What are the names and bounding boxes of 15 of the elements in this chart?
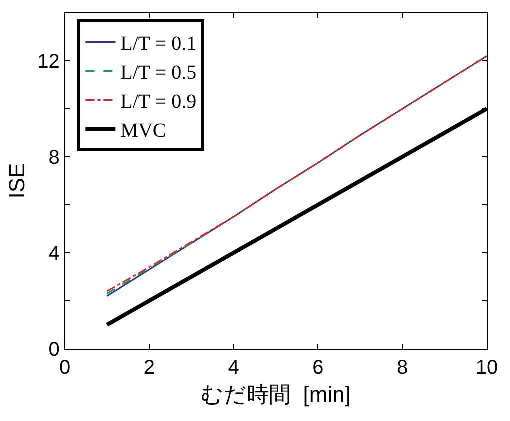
y-tick-label: 4 (48, 243, 60, 265)
legend-label: L/T = 0.5 (120, 62, 197, 84)
legend-label: MVC (120, 120, 166, 142)
x-tick-label: 2 (144, 357, 155, 380)
legend-label: L/T = 0.1 (120, 33, 197, 56)
x-tick-label: 4 (228, 357, 240, 380)
y-axis-title: ISE (4, 163, 30, 199)
legend-label: L/T = 0.9 (120, 91, 197, 114)
y-tick-label: 8 (48, 147, 60, 169)
x-tick-label: 6 (312, 357, 324, 380)
x-tick-label: 10 (476, 357, 498, 380)
x-axis-title: むだ時間 [min] (201, 382, 351, 407)
x-tick-label: 8 (397, 357, 408, 380)
y-tick-label: 0 (48, 339, 60, 361)
y-tick-label: 12 (38, 51, 60, 73)
